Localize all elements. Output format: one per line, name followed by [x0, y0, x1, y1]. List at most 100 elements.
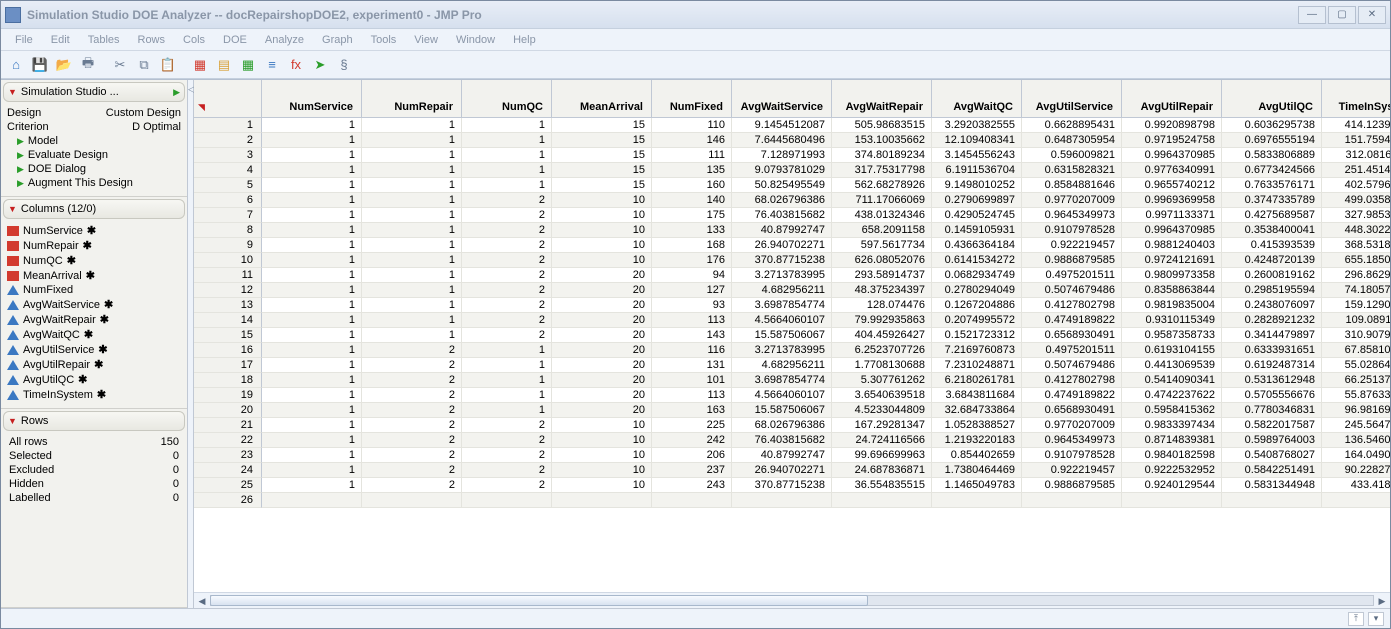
cell[interactable]: 499.03587378	[1322, 193, 1390, 208]
script-icon[interactable]: §	[333, 54, 355, 76]
cell[interactable]: 20	[552, 373, 652, 388]
cell[interactable]: 0.5822017587	[1222, 418, 1322, 433]
cell[interactable]: 0.4275689587	[1222, 208, 1322, 223]
cell[interactable]: 79.992935863	[832, 313, 932, 328]
cell[interactable]: 0.4248720139	[1222, 253, 1322, 268]
column-item-avgutilservice[interactable]: AvgUtilService✱	[5, 342, 183, 357]
cell[interactable]: 1	[462, 388, 552, 403]
table-row[interactable]: 2512210243370.8771523836.5548355151.1465…	[194, 478, 1390, 493]
cell[interactable]: 40.87992747	[732, 448, 832, 463]
cell[interactable]: 1	[462, 178, 552, 193]
cell[interactable]: 2	[362, 448, 462, 463]
row-number[interactable]: 13	[194, 298, 262, 313]
cell[interactable]: 0.9310115349	[1122, 313, 1222, 328]
menu-view[interactable]: View	[406, 32, 446, 48]
cell[interactable]: 0.854402659	[932, 448, 1022, 463]
table-row[interactable]: 19121201134.56640601073.65406395183.6843…	[194, 388, 1390, 403]
cell[interactable]: 438.01324346	[832, 208, 932, 223]
cell[interactable]: 10	[552, 418, 652, 433]
cell[interactable]: 0.7780346831	[1222, 403, 1322, 418]
cell[interactable]: 4.682956211	[732, 358, 832, 373]
action-augment-this-design[interactable]: ▶Augment This Design	[5, 176, 183, 190]
cell[interactable]: 176	[652, 253, 732, 268]
design-header[interactable]: ▼ Simulation Studio ... ▶	[3, 82, 185, 102]
cell[interactable]: 2	[362, 418, 462, 433]
print-icon[interactable]: 🖶	[77, 54, 99, 76]
cell[interactable]: 15	[552, 118, 652, 133]
cell[interactable]: 9.1454512087	[732, 118, 832, 133]
grid-body-wrap[interactable]: 1111151109.1454512087505.986835153.29203…	[194, 118, 1390, 592]
cell[interactable]: 1	[262, 343, 362, 358]
cell[interactable]: 0.6773424566	[1222, 163, 1322, 178]
cell[interactable]: 1	[262, 238, 362, 253]
cell[interactable]	[1322, 493, 1390, 508]
row-number[interactable]: 17	[194, 358, 262, 373]
cell[interactable]: 0.9819835004	[1122, 298, 1222, 313]
cell[interactable]: 0.9645349973	[1022, 433, 1122, 448]
cell[interactable]: 0.2985195594	[1222, 283, 1322, 298]
cell[interactable]: 5.307761262	[832, 373, 932, 388]
cell[interactable]: 0.9776340991	[1122, 163, 1222, 178]
cell[interactable]: 0.6315828321	[1022, 163, 1122, 178]
menu-doe[interactable]: DOE	[215, 32, 255, 48]
rows-header[interactable]: ▼ Rows	[3, 411, 185, 431]
table-row[interactable]: 81121013340.87992747658.20911580.1459105…	[194, 223, 1390, 238]
cell[interactable]: 74.180575454	[1322, 283, 1390, 298]
cell[interactable]: 0.9770207009	[1022, 193, 1122, 208]
cell[interactable]: 562.68278926	[832, 178, 932, 193]
cell[interactable]: 163	[652, 403, 732, 418]
row-number[interactable]: 15	[194, 328, 262, 343]
cell[interactable]: 1	[262, 178, 362, 193]
row-number[interactable]: 14	[194, 313, 262, 328]
cell[interactable]	[1022, 493, 1122, 508]
cell[interactable]: 0.6976555194	[1222, 133, 1322, 148]
row-number[interactable]: 11	[194, 268, 262, 283]
cell[interactable]: 1	[262, 253, 362, 268]
cell[interactable]: 0.9840182598	[1122, 448, 1222, 463]
row-number[interactable]: 23	[194, 448, 262, 463]
cell[interactable]: 109.08911898	[1322, 313, 1390, 328]
cell[interactable]: 175	[652, 208, 732, 223]
cell[interactable]: 0.6036295738	[1222, 118, 1322, 133]
cell[interactable]: 245.56473046	[1322, 418, 1390, 433]
cell[interactable]: 4.5664060107	[732, 388, 832, 403]
col-header-numfixed[interactable]: NumFixed	[652, 80, 732, 117]
cell[interactable]: 10	[552, 448, 652, 463]
cell[interactable]: 0.3747335789	[1222, 193, 1322, 208]
cell[interactable]: 1.2193220183	[932, 433, 1022, 448]
cell[interactable]: 20	[552, 343, 652, 358]
cell[interactable]: 1	[262, 418, 362, 433]
cell[interactable]: 0.9886879585	[1022, 253, 1122, 268]
cell[interactable]: 243	[652, 478, 732, 493]
cell[interactable]: 1	[262, 433, 362, 448]
cell[interactable]: 3.6987854774	[732, 298, 832, 313]
table-row[interactable]: 1011210176370.87715238626.080520760.6141…	[194, 253, 1390, 268]
cell[interactable]: 160	[652, 178, 732, 193]
cell[interactable]: 2	[362, 358, 462, 373]
cell[interactable]: 24.687836871	[832, 463, 932, 478]
cell[interactable]: 0.2828921232	[1222, 313, 1322, 328]
cell[interactable]: 0.2074995572	[932, 313, 1022, 328]
table-row[interactable]: 231221020640.8799274799.6966999630.85440…	[194, 448, 1390, 463]
cell[interactable]: 93	[652, 298, 732, 313]
table-row[interactable]: 61121014068.026796386711.170660690.27906…	[194, 193, 1390, 208]
row-number[interactable]: 4	[194, 163, 262, 178]
column-item-numfixed[interactable]: NumFixed	[5, 283, 183, 297]
cell[interactable]: 374.80189234	[832, 148, 932, 163]
cell[interactable]: 0.922219457	[1022, 463, 1122, 478]
cell[interactable]: 0.5831344948	[1222, 478, 1322, 493]
cell[interactable]: 1	[362, 328, 462, 343]
home-icon[interactable]: ⌂	[5, 54, 27, 76]
cell[interactable]: 94	[652, 268, 732, 283]
cell[interactable]: 711.17066069	[832, 193, 932, 208]
column-item-avgwaitservice[interactable]: AvgWaitService✱	[5, 297, 183, 312]
cell[interactable]: 0.5705556676	[1222, 388, 1322, 403]
cell[interactable]: 0.6333931651	[1222, 343, 1322, 358]
cell[interactable]: 0.9886879585	[1022, 478, 1122, 493]
cell[interactable]: 0.5958415362	[1122, 403, 1222, 418]
cell[interactable]: 55.028645719	[1322, 358, 1390, 373]
cell[interactable]: 0.3414479897	[1222, 328, 1322, 343]
run-icon[interactable]: ➤	[309, 54, 331, 76]
row-number[interactable]: 22	[194, 433, 262, 448]
cell[interactable]: 433.4182289	[1322, 478, 1390, 493]
